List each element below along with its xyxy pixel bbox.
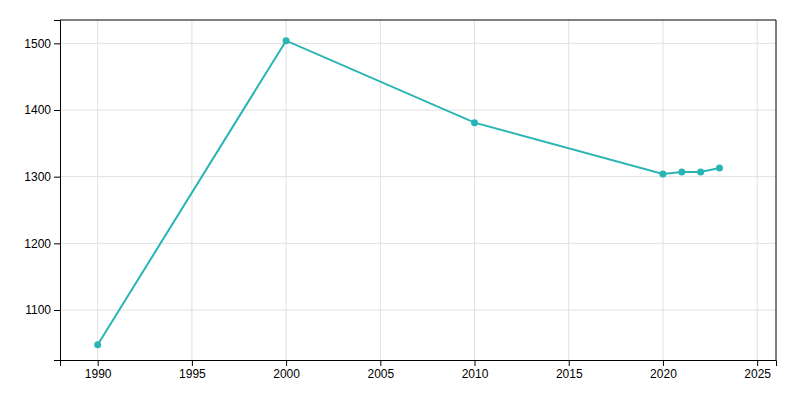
grid-line-y <box>60 243 776 244</box>
x-tick-label: 2000 <box>273 367 300 381</box>
point <box>716 165 723 172</box>
x-tick: 2025 <box>744 360 771 381</box>
grid-line-x <box>97 20 98 360</box>
grid-line-x <box>474 20 475 360</box>
x-tick-mark <box>192 360 193 366</box>
y-tick-mark <box>54 243 60 244</box>
grid-line-x <box>191 20 192 360</box>
y-tick-mark <box>54 110 60 111</box>
grid-line-x <box>380 20 381 360</box>
grid-line-y <box>60 110 776 111</box>
x-axis: 1990 1995 2000 2005 2010 2015 2020 2025 <box>61 360 777 381</box>
grid-line-y <box>60 176 776 177</box>
x-tick-label: 2010 <box>462 367 489 381</box>
point <box>94 341 101 348</box>
x-tick-mark <box>757 360 758 366</box>
point <box>659 171 666 178</box>
grid-line-y <box>60 310 776 311</box>
y-tick-label: 1300 <box>24 170 51 184</box>
x-tick-mark <box>286 360 287 366</box>
grid-line-x <box>286 20 287 360</box>
frame-right <box>776 20 777 360</box>
y-tick-label: 1400 <box>24 103 51 117</box>
x-tick-mark <box>569 360 570 366</box>
x-tick: 2005 <box>367 360 394 381</box>
x-tick-mark <box>663 360 664 366</box>
y-tick: 1200 <box>24 237 60 251</box>
y-axis: 1100 1200 1300 1400 1500 <box>24 21 60 361</box>
x-tick-label: 2020 <box>650 367 677 381</box>
point <box>283 37 290 44</box>
y-tick-label: 1200 <box>24 237 51 251</box>
point <box>678 169 685 176</box>
point <box>697 169 704 176</box>
y-tick: 1500 <box>24 37 60 51</box>
grid-line-y <box>60 43 776 44</box>
y-tick-mark <box>54 43 60 44</box>
y-tick: 1400 <box>24 103 60 117</box>
x-tick: 1995 <box>179 360 206 381</box>
x-tick-mark <box>475 360 476 366</box>
y-tick: 1100 <box>25 303 60 317</box>
x-tick-label: 2005 <box>367 367 394 381</box>
x-tick: 2015 <box>556 360 583 381</box>
y-tick-mark <box>54 177 60 178</box>
x-tick: 1990 <box>85 360 112 381</box>
y-tick-mark <box>54 310 60 311</box>
marks <box>94 37 723 348</box>
x-tick-label: 1990 <box>85 367 112 381</box>
x-tick-label: 2015 <box>556 367 583 381</box>
plot: 1990 1995 2000 2005 2010 2015 2020 2025 1100 1200… <box>24 20 776 381</box>
grid <box>60 20 776 360</box>
frame-top <box>60 20 776 21</box>
x-tick: 2020 <box>650 360 677 381</box>
point <box>471 119 478 126</box>
grid-line-x <box>757 20 758 360</box>
x-axis-line <box>61 361 777 367</box>
x-tick-label: 1995 <box>179 367 206 381</box>
x-tick: 2010 <box>462 360 489 381</box>
x-tick-mark <box>98 360 99 366</box>
x-tick: 2000 <box>273 360 300 381</box>
x-tick-mark <box>380 360 381 366</box>
grid-line-x <box>568 20 569 360</box>
line <box>98 41 720 345</box>
y-axis-line <box>54 21 61 361</box>
chart: 1990 1995 2000 2005 2010 2015 2020 2025 1100 1200… <box>0 0 800 400</box>
x-tick-label: 2025 <box>744 367 771 381</box>
y-tick-label: 1500 <box>24 37 51 51</box>
y-tick: 1300 <box>24 170 60 184</box>
grid-line-x <box>662 20 663 360</box>
y-tick-label: 1100 <box>25 303 51 317</box>
